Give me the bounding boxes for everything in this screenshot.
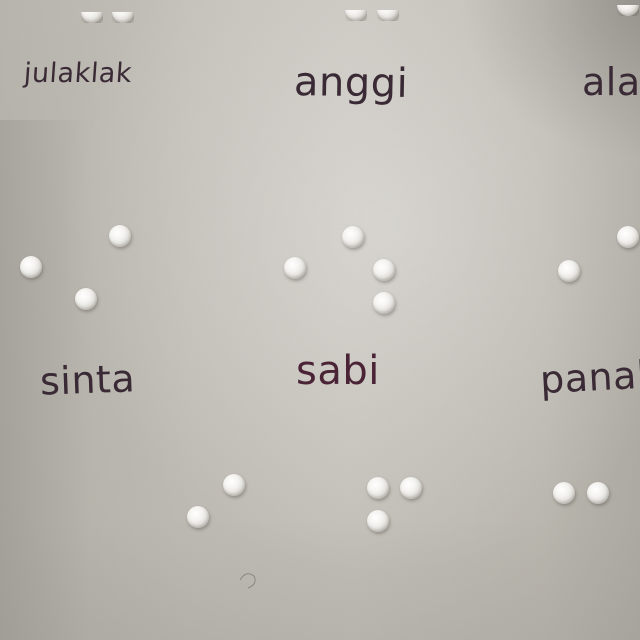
shadow-bottom bbox=[0, 520, 640, 640]
braille-dot bbox=[373, 259, 395, 281]
braille-dot bbox=[345, 10, 367, 21]
braille-dot bbox=[342, 226, 364, 248]
braille-dot bbox=[367, 477, 389, 499]
handwritten-word-sabi: sabi bbox=[296, 348, 380, 394]
braille-dot bbox=[109, 225, 131, 247]
braille-dot bbox=[373, 292, 395, 314]
braille-dot bbox=[377, 10, 399, 21]
braille-dot bbox=[187, 506, 209, 528]
handwritten-word-julaklak: julaklak bbox=[22, 58, 134, 89]
braille-dot bbox=[558, 260, 580, 282]
handwritten-word-sinta: sinta bbox=[39, 356, 136, 404]
handwritten-word-ala: ala bbox=[582, 60, 640, 104]
braille-dot bbox=[617, 5, 639, 16]
braille-dot bbox=[587, 482, 609, 504]
braille-dot bbox=[223, 474, 245, 496]
braille-dot bbox=[553, 482, 575, 504]
braille-dot bbox=[20, 256, 42, 278]
braille-dot bbox=[400, 477, 422, 499]
braille-dot bbox=[112, 12, 134, 23]
braille-dot bbox=[367, 510, 389, 532]
braille-dot bbox=[75, 288, 97, 310]
handwritten-word-panah: panah bbox=[538, 351, 640, 403]
braille-dot bbox=[617, 226, 639, 248]
handwritten-word-anggi: anggi bbox=[293, 59, 409, 107]
braille-dot bbox=[284, 257, 306, 279]
braille-dot bbox=[81, 12, 103, 23]
